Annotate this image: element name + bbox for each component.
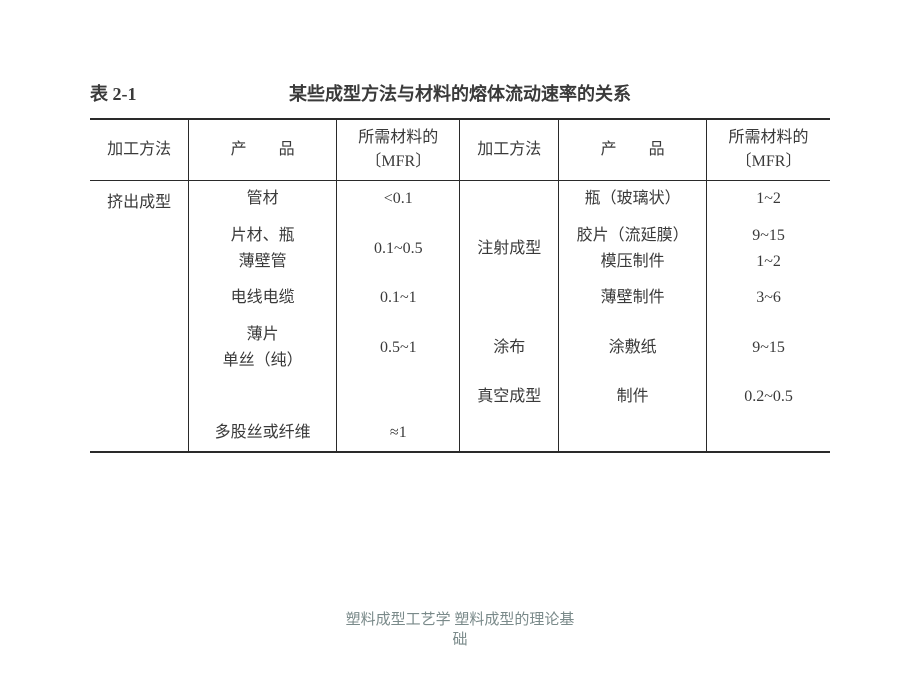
cell-prod-empty	[189, 379, 337, 415]
page-content: 表 2-1 某些成型方法与材料的熔体流动速率的关系 加工方法 产 品 所需材料的…	[0, 0, 920, 453]
cell-mfr-l1: 9~15	[711, 223, 826, 249]
header-row: 加工方法 产 品 所需材料的 〔MFR〕 加工方法 产 品 所需材料的 〔MFR…	[90, 119, 830, 181]
hdr-mfr-left-l1: 所需材料的	[341, 126, 455, 150]
footer-line2: 础	[0, 631, 920, 651]
table-row: 电线电缆 0.1~1 薄壁制件 3~6	[90, 280, 830, 316]
cell-prod-l1: 薄片	[193, 322, 332, 348]
cell-mfr: 0.1~0.5	[337, 217, 460, 280]
cell-mfr: 0.5~1	[337, 316, 460, 379]
cell-mfr-empty	[337, 379, 460, 415]
cell-prod-l2: 薄壁管	[193, 249, 332, 275]
cell-prod: 管材	[189, 181, 337, 218]
cell-method-extrusion: 挤出成型	[90, 181, 189, 453]
table-row: 薄片 单丝（纯） 0.5~1 涂布 涂敷纸 9~15	[90, 316, 830, 379]
cell-method: 涂布	[460, 316, 559, 379]
cell-method	[460, 280, 559, 316]
cell-prod: 多股丝或纤维	[189, 415, 337, 452]
cell-mfr-empty	[707, 415, 830, 452]
cell-mfr-l2: 1~2	[711, 249, 826, 275]
page-footer: 塑料成型工艺学 塑料成型的理论基 础	[0, 611, 920, 650]
title-row: 表 2-1 某些成型方法与材料的熔体流动速率的关系	[90, 80, 830, 106]
cell-prod-l2: 模压制件	[563, 249, 702, 275]
table-row: 真空成型 制件 0.2~0.5	[90, 379, 830, 415]
footer-line1: 塑料成型工艺学 塑料成型的理论基	[0, 611, 920, 631]
mfr-table: 加工方法 产 品 所需材料的 〔MFR〕 加工方法 产 品 所需材料的 〔MFR…	[90, 118, 830, 453]
cell-prod-l2: 单丝（纯）	[193, 348, 332, 374]
cell-prod-empty	[559, 415, 707, 452]
cell-method: 注射成型	[460, 217, 559, 280]
cell-mfr: 9~15	[707, 316, 830, 379]
cell-mfr: 0.2~0.5	[707, 379, 830, 415]
cell-method: 真空成型	[460, 379, 559, 415]
cell-prod: 胶片（流延膜） 模压制件	[559, 217, 707, 280]
hdr-mfr-left: 所需材料的 〔MFR〕	[337, 119, 460, 181]
cell-prod-l1: 片材、瓶	[193, 223, 332, 249]
cell-prod: 瓶（玻璃状）	[559, 181, 707, 218]
cell-method-empty	[460, 415, 559, 452]
cell-prod: 薄片 单丝（纯）	[189, 316, 337, 379]
hdr-mfr-right-l1: 所需材料的	[711, 126, 826, 150]
cell-prod: 片材、瓶 薄壁管	[189, 217, 337, 280]
cell-mfr: 9~15 1~2	[707, 217, 830, 280]
table-row: 多股丝或纤维 ≈1	[90, 415, 830, 452]
table-row: 片材、瓶 薄壁管 0.1~0.5 注射成型 胶片（流延膜） 模压制件 9~15 …	[90, 217, 830, 280]
cell-mfr: <0.1	[337, 181, 460, 218]
cell-prod: 制件	[559, 379, 707, 415]
cell-mfr: ≈1	[337, 415, 460, 452]
table-title: 某些成型方法与材料的熔体流动速率的关系	[200, 80, 830, 106]
cell-method	[460, 181, 559, 218]
cell-prod: 薄壁制件	[559, 280, 707, 316]
cell-mfr: 3~6	[707, 280, 830, 316]
cell-prod: 涂敷纸	[559, 316, 707, 379]
hdr-product-left: 产 品	[189, 119, 337, 181]
hdr-product-right: 产 品	[559, 119, 707, 181]
hdr-mfr-left-l2: 〔MFR〕	[341, 150, 455, 174]
hdr-method-left: 加工方法	[90, 119, 189, 181]
table-number: 表 2-1	[90, 80, 200, 106]
cell-mfr: 1~2	[707, 181, 830, 218]
table-row: 挤出成型 管材 <0.1 瓶（玻璃状） 1~2	[90, 181, 830, 218]
cell-prod-l1: 胶片（流延膜）	[563, 223, 702, 249]
cell-prod: 电线电缆	[189, 280, 337, 316]
hdr-mfr-right: 所需材料的 〔MFR〕	[707, 119, 830, 181]
hdr-method-right: 加工方法	[460, 119, 559, 181]
hdr-mfr-right-l2: 〔MFR〕	[711, 150, 826, 174]
cell-mfr: 0.1~1	[337, 280, 460, 316]
